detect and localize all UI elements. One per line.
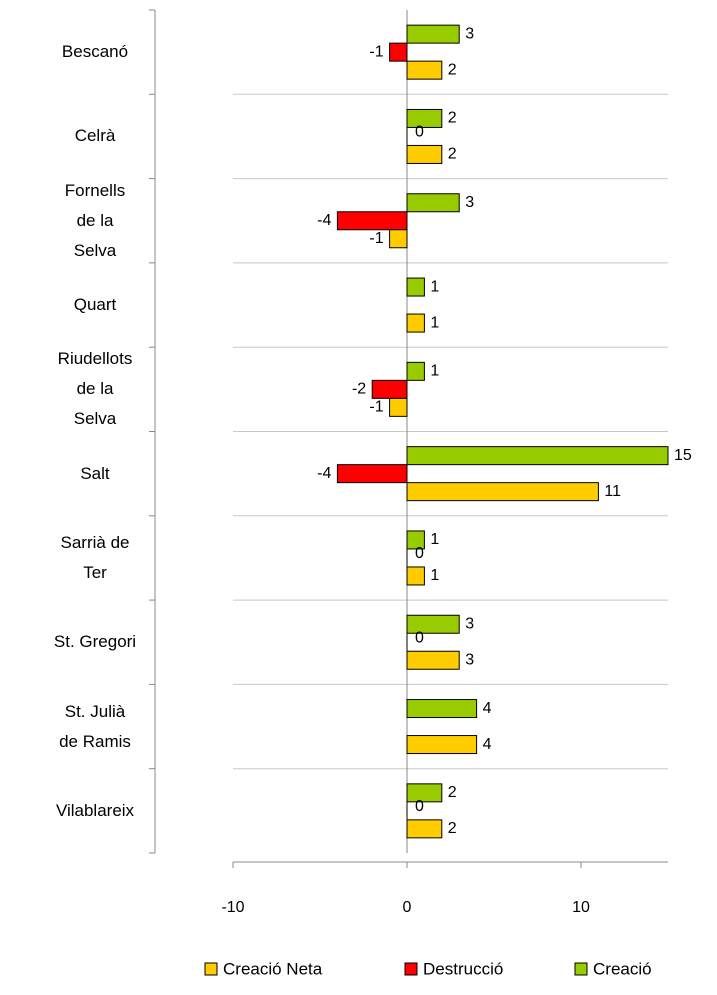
data-label: 2 (448, 110, 457, 127)
data-label: 1 (430, 567, 439, 584)
data-label: -1 (369, 43, 383, 60)
data-label: 2 (448, 146, 457, 163)
bar (406, 650, 460, 670)
bar (406, 60, 443, 80)
x-tick-label: -10 (221, 899, 244, 916)
data-label: 3 (465, 651, 474, 668)
category-label: Fornells de la Selva (64, 180, 126, 260)
legend-label: Creació (593, 959, 652, 978)
bar (389, 229, 408, 249)
legend-label: Creació Neta (223, 959, 323, 978)
data-label: -4 (317, 212, 331, 229)
data-label: -4 (317, 465, 331, 482)
data-label: 3 (465, 25, 474, 42)
bar (406, 313, 425, 333)
legend-swatch (204, 962, 218, 976)
data-label: 1 (430, 314, 439, 331)
category-label: Vilablareix (55, 800, 135, 820)
x-tick-label: 10 (572, 899, 590, 916)
data-label: -2 (352, 381, 366, 398)
bar (406, 699, 478, 719)
bar (406, 24, 460, 44)
bar (406, 361, 425, 381)
category-label: St. Gregori (53, 632, 137, 652)
data-label: -1 (369, 399, 383, 416)
bar (406, 735, 478, 755)
bar (406, 530, 425, 550)
data-label: 0 (415, 545, 424, 562)
bar (406, 482, 599, 502)
data-label: 4 (483, 700, 492, 717)
data-label: -1 (369, 230, 383, 247)
category-label: Quart (73, 295, 117, 315)
category-label: Riudellots de la Selva (57, 349, 133, 429)
data-label: 0 (415, 798, 424, 815)
bar (406, 144, 443, 164)
bar (406, 108, 443, 128)
bar (406, 566, 425, 586)
data-label: 2 (448, 820, 457, 837)
bar (406, 783, 443, 803)
data-label: 3 (465, 615, 474, 632)
category-label: St. Julià de Ramis (59, 701, 131, 751)
category-label: Sarrià de Ter (60, 532, 130, 582)
category-label: Salt (80, 463, 110, 483)
bar (336, 211, 408, 231)
bar (406, 819, 443, 839)
bar (389, 42, 408, 62)
data-label: 2 (448, 784, 457, 801)
data-label: 15 (674, 447, 692, 464)
bar (389, 397, 408, 417)
data-label: 3 (465, 194, 474, 211)
data-label: 1 (430, 363, 439, 380)
data-label: 0 (415, 629, 424, 646)
data-label: 4 (483, 736, 492, 753)
category-label: Celrà (74, 126, 116, 146)
data-label: 0 (415, 124, 424, 141)
data-label: 11 (604, 483, 621, 500)
data-label: 2 (448, 61, 457, 78)
bar (406, 614, 460, 634)
legend-label: Destrucció (423, 959, 503, 978)
bar (406, 446, 669, 466)
x-tick-label: 0 (403, 899, 412, 916)
data-label: 1 (430, 278, 439, 295)
legend-swatch (574, 962, 588, 976)
bar (406, 193, 460, 213)
legend-swatch (404, 962, 418, 976)
bar (371, 379, 408, 399)
category-label: Bescanó (61, 42, 129, 62)
bar (336, 464, 408, 484)
data-label: 1 (430, 531, 439, 548)
bar (406, 277, 425, 297)
